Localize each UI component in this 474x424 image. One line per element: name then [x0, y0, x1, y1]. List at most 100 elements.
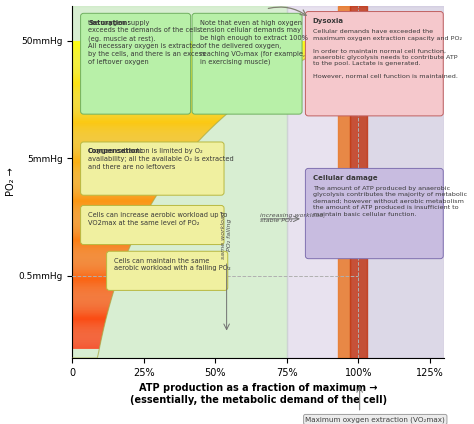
Polygon shape [73, 64, 295, 66]
Polygon shape [73, 319, 106, 320]
Polygon shape [73, 69, 289, 70]
Polygon shape [73, 98, 246, 99]
Polygon shape [73, 243, 131, 244]
Polygon shape [73, 299, 111, 301]
Polygon shape [73, 111, 230, 112]
Polygon shape [73, 204, 151, 205]
Polygon shape [73, 120, 220, 121]
Polygon shape [73, 144, 196, 145]
Polygon shape [73, 112, 229, 113]
Polygon shape [73, 277, 118, 278]
Polygon shape [73, 90, 256, 91]
Polygon shape [73, 281, 117, 282]
Text: Dysoxia: Dysoxia [313, 18, 344, 24]
Polygon shape [73, 326, 104, 327]
Polygon shape [73, 278, 118, 279]
Bar [350, 6, 367, 358]
Polygon shape [73, 41, 338, 42]
Polygon shape [73, 272, 120, 273]
Polygon shape [73, 270, 121, 271]
Polygon shape [73, 176, 169, 177]
Polygon shape [73, 80, 271, 81]
Polygon shape [73, 196, 156, 197]
Polygon shape [73, 150, 191, 151]
Polygon shape [73, 345, 100, 346]
Polygon shape [73, 147, 193, 148]
Polygon shape [73, 166, 177, 167]
Polygon shape [73, 285, 116, 286]
Polygon shape [73, 62, 299, 64]
Polygon shape [73, 149, 191, 150]
Polygon shape [73, 93, 253, 94]
Polygon shape [73, 347, 100, 348]
Polygon shape [73, 328, 104, 329]
Polygon shape [73, 152, 189, 153]
Text: The amount of ATP produced by anaerobic
glycolysis contributes the majority of m: The amount of ATP produced by anaerobic … [313, 186, 467, 217]
Polygon shape [73, 330, 103, 331]
Polygon shape [73, 171, 173, 172]
Polygon shape [73, 241, 132, 242]
Polygon shape [73, 271, 120, 272]
Polygon shape [73, 206, 150, 207]
Bar [287, 6, 358, 358]
Polygon shape [73, 168, 175, 169]
Polygon shape [73, 265, 123, 266]
Polygon shape [73, 106, 236, 108]
Polygon shape [73, 79, 273, 80]
FancyBboxPatch shape [81, 13, 191, 114]
Polygon shape [73, 292, 113, 293]
Polygon shape [73, 317, 107, 318]
Polygon shape [73, 133, 206, 134]
Polygon shape [73, 165, 178, 166]
X-axis label: ATP production as a fraction of maximum →
(essentially, the metabolic demand of : ATP production as a fraction of maximum … [130, 383, 387, 405]
Polygon shape [73, 163, 180, 164]
Polygon shape [73, 220, 142, 221]
Polygon shape [73, 325, 104, 326]
Polygon shape [73, 348, 100, 349]
Polygon shape [73, 46, 328, 47]
Polygon shape [73, 340, 101, 342]
Polygon shape [73, 210, 148, 211]
Polygon shape [73, 244, 131, 245]
Polygon shape [73, 287, 115, 288]
Polygon shape [73, 229, 138, 230]
Polygon shape [73, 329, 103, 330]
Polygon shape [73, 213, 146, 215]
Polygon shape [73, 262, 123, 264]
Polygon shape [73, 298, 111, 299]
Polygon shape [73, 101, 242, 103]
Polygon shape [73, 202, 153, 203]
Polygon shape [73, 343, 100, 345]
FancyBboxPatch shape [305, 168, 443, 259]
Text: Compensation:: Compensation: [88, 148, 144, 154]
Polygon shape [73, 337, 102, 338]
Polygon shape [73, 275, 119, 276]
Polygon shape [73, 138, 201, 139]
Polygon shape [73, 303, 110, 304]
Polygon shape [73, 190, 160, 191]
Polygon shape [73, 199, 155, 200]
FancyBboxPatch shape [107, 251, 228, 290]
Polygon shape [73, 94, 251, 95]
Polygon shape [73, 132, 207, 133]
Polygon shape [73, 209, 148, 210]
Polygon shape [73, 173, 172, 174]
Polygon shape [73, 313, 108, 314]
Polygon shape [73, 221, 142, 223]
Polygon shape [73, 117, 223, 118]
Polygon shape [73, 205, 151, 206]
Polygon shape [73, 49, 322, 50]
Polygon shape [73, 309, 109, 310]
Polygon shape [73, 70, 287, 71]
Polygon shape [73, 108, 234, 109]
Polygon shape [73, 254, 127, 255]
Polygon shape [73, 140, 199, 142]
Text: Cellular damage: Cellular damage [313, 175, 377, 181]
Text: Cells can maintain the same
aerobic workload with a falling PO₂: Cells can maintain the same aerobic work… [114, 258, 231, 271]
Polygon shape [73, 129, 210, 130]
Polygon shape [73, 296, 112, 298]
Polygon shape [73, 118, 222, 119]
FancyBboxPatch shape [81, 206, 224, 245]
Bar [73, 6, 287, 358]
Polygon shape [73, 301, 110, 303]
